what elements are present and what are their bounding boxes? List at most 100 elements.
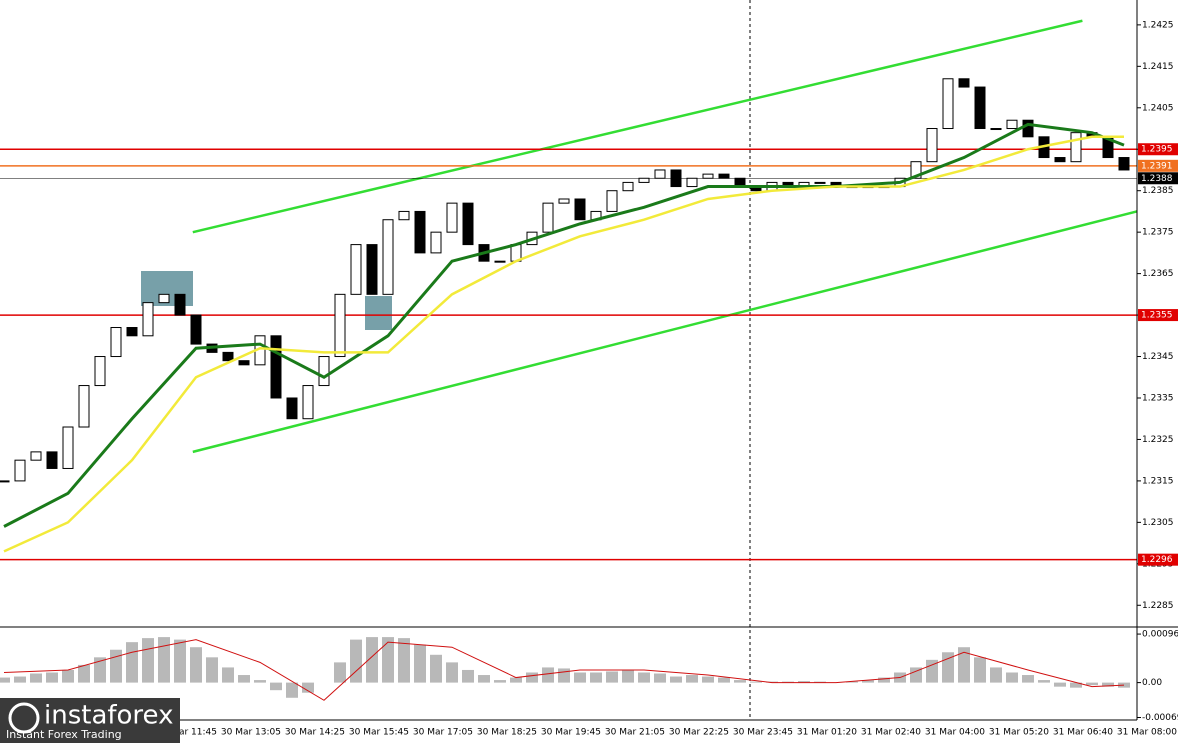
candle <box>622 181 634 192</box>
macd-bar <box>94 657 106 683</box>
x-tick-label: Mar 11:45 <box>171 728 217 738</box>
x-tick-label: 30 Mar 21:05 <box>605 728 665 738</box>
macd-bar <box>926 659 938 683</box>
candle <box>814 181 826 184</box>
macd-bar <box>1102 682 1114 687</box>
candle <box>318 356 330 387</box>
macd-bar <box>270 682 282 691</box>
candle <box>574 198 586 221</box>
candle <box>270 335 282 399</box>
candle <box>174 293 186 316</box>
macd-bar <box>862 680 874 683</box>
x-tick-label: 31 Mar 08:00 <box>1117 728 1177 738</box>
macd-bar <box>782 681 794 683</box>
macd-bar <box>1086 682 1098 686</box>
macd-bar <box>558 668 570 683</box>
macd-bar <box>766 681 778 683</box>
candle <box>142 302 154 337</box>
x-tick-label: 30 Mar 22:25 <box>669 728 729 738</box>
level-label: 1.2355 <box>1141 311 1173 321</box>
macd-bar <box>238 675 250 683</box>
y-tick-label: 1.2405 <box>1142 103 1174 113</box>
y-tick-label: 1.2315 <box>1142 476 1174 486</box>
y-tick-label: 1.2375 <box>1142 228 1174 238</box>
candle <box>238 360 250 366</box>
y-tick-label: 1.2345 <box>1142 352 1174 362</box>
macd-bar <box>462 669 474 683</box>
level-label: 1.2388 <box>1141 174 1173 184</box>
macd-bar <box>734 680 746 683</box>
candle <box>974 86 986 130</box>
logo-icon <box>8 702 40 734</box>
macd-bar <box>654 673 666 683</box>
level-label: 1.2296 <box>1141 555 1173 565</box>
macd-bar <box>78 664 90 683</box>
macd-bar <box>254 680 266 683</box>
y-tick-label: 1.2335 <box>1142 393 1174 403</box>
plot-area <box>0 19 1138 701</box>
x-tick-label: 30 Mar 13:05 <box>221 728 281 738</box>
macd-bar <box>286 682 298 698</box>
candle <box>494 260 506 263</box>
macd-bar <box>190 647 202 683</box>
candle <box>286 397 298 420</box>
macd-bar <box>686 675 698 683</box>
candle <box>30 451 42 461</box>
macd-bar <box>958 647 970 683</box>
candle <box>14 459 26 482</box>
candle <box>1118 157 1130 171</box>
y-tick-label: 1.2365 <box>1142 269 1174 279</box>
candle <box>158 293 170 304</box>
macd-bar <box>350 639 362 683</box>
candle <box>926 128 938 163</box>
candle <box>430 231 442 254</box>
macd-bar <box>494 680 506 683</box>
candle <box>334 293 346 358</box>
candle <box>1070 132 1082 163</box>
candle <box>46 451 58 469</box>
macd-signal <box>3 639 1125 701</box>
macd-bar <box>478 675 490 683</box>
candle <box>606 190 618 212</box>
macd-bar <box>14 676 26 683</box>
y-tick-label: 1.2415 <box>1142 62 1174 72</box>
macd-bar <box>574 672 586 683</box>
x-tick-label: 30 Mar 15:45 <box>349 728 409 738</box>
macd-bar <box>990 667 1002 683</box>
logo-name: instaforex <box>44 701 173 731</box>
level-label-box <box>1138 159 1178 172</box>
macd-bar <box>718 677 730 683</box>
macd-bar <box>606 671 618 683</box>
logo-tagline: Instant Forex Trading <box>6 728 122 741</box>
candle <box>942 78 954 130</box>
macd-bar <box>446 662 458 683</box>
macd-tick-label: 0.00 <box>1142 678 1162 688</box>
candle <box>654 169 666 179</box>
candle <box>1006 119 1018 130</box>
macd-bar <box>142 638 154 683</box>
macd-bar <box>46 672 58 683</box>
macd-bar <box>366 637 378 683</box>
macd-bar <box>974 657 986 683</box>
macd-bar <box>814 681 826 683</box>
candle <box>1022 119 1034 138</box>
candle <box>446 202 458 233</box>
x-tick-label: 31 Mar 01:20 <box>797 728 857 738</box>
macd-bar <box>542 667 554 683</box>
candle <box>110 327 122 358</box>
macd-bar <box>174 639 186 683</box>
candle <box>990 128 1002 131</box>
candle <box>398 210 410 221</box>
macd-bar <box>222 667 234 683</box>
candle <box>638 177 650 183</box>
candle <box>0 480 10 483</box>
candle <box>350 244 362 295</box>
candle <box>958 78 970 88</box>
level-label-box <box>1138 553 1178 566</box>
level-label-box <box>1138 309 1178 322</box>
candle <box>718 173 730 179</box>
macd-bar <box>206 657 218 683</box>
macd-tick-label: -0.00069 <box>1142 713 1178 723</box>
candle <box>190 314 202 345</box>
macd-bar <box>126 642 138 683</box>
